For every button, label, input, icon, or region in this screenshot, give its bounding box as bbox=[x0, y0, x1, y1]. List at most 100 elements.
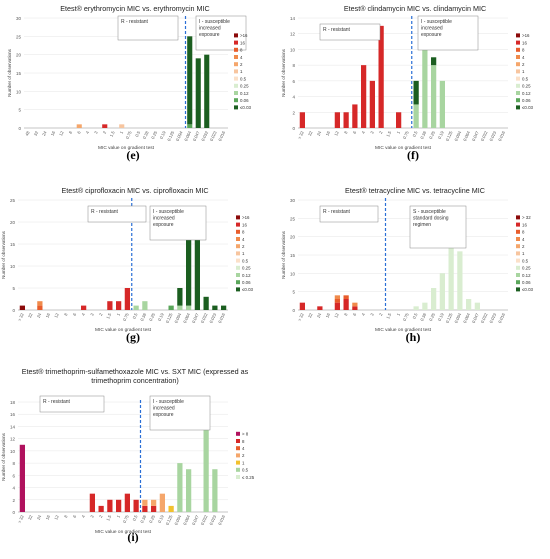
bar-segment bbox=[334, 302, 340, 310]
chart-panel-g: Etest® ciprofloxacin MIC vs. ciprofloxac… bbox=[0, 182, 270, 365]
legend-swatch bbox=[516, 69, 520, 74]
legend-label: 2 bbox=[522, 244, 525, 249]
x-axis-label: MIC value on gradient test bbox=[95, 327, 152, 333]
bar-segment bbox=[195, 58, 201, 129]
x-tick-label: 6 bbox=[72, 514, 78, 519]
legend-swatch bbox=[516, 258, 520, 263]
x-tick-label: 0.094 bbox=[175, 130, 184, 142]
bar-segment bbox=[133, 499, 139, 512]
bar-segment bbox=[413, 104, 419, 128]
x-tick-label: 0.016 bbox=[217, 130, 226, 142]
x-tick-label: 0.094 bbox=[453, 130, 462, 142]
bar-segment bbox=[177, 463, 183, 512]
legend-label: 0.5 bbox=[522, 258, 529, 263]
legend-swatch bbox=[516, 287, 520, 292]
bar-segment bbox=[186, 305, 192, 310]
legend-swatch bbox=[516, 237, 520, 241]
chart-f: Etest® clindamycin MIC vs. clindamycin M… bbox=[281, 4, 534, 151]
y-tick-label: 16 bbox=[10, 412, 16, 417]
legend-label: ≤0.03 bbox=[522, 287, 534, 292]
x-tick-label: 0.023 bbox=[488, 312, 497, 324]
annotation-resistant-box bbox=[319, 205, 379, 223]
x-tick-label: 0.38 bbox=[142, 130, 150, 140]
legend-label: 1 bbox=[240, 69, 243, 74]
annotation-susceptible: S - susceptible bbox=[413, 209, 446, 215]
y-tick-label: 10 bbox=[10, 264, 16, 269]
x-tick-label: > 32 bbox=[17, 312, 25, 322]
x-tick-label: 0.25 bbox=[428, 312, 436, 322]
y-tick-label: 0 bbox=[12, 510, 15, 515]
x-tick-label: 0.047 bbox=[191, 514, 200, 526]
x-tick-label: 0.75 bbox=[402, 312, 410, 322]
annotation-resistant-box bbox=[87, 205, 147, 223]
legend-label: 4 bbox=[522, 237, 525, 242]
legend-label: 0.25 bbox=[522, 84, 531, 89]
bar-segment bbox=[107, 499, 113, 512]
x-tick-label: 0.064 bbox=[462, 312, 471, 324]
bar-segment bbox=[361, 65, 367, 128]
x-tick-label: 32 bbox=[27, 312, 34, 319]
legend-label: 2 bbox=[242, 453, 245, 458]
legend-label: 4 bbox=[242, 446, 245, 451]
annotation-resistant-box bbox=[39, 395, 105, 413]
legend-label: 16 bbox=[522, 222, 527, 227]
chart-panel-i: Etest® trimethoprim-sulfamethoxazole MIC… bbox=[0, 364, 270, 559]
x-tick-label: 0.5 bbox=[132, 514, 139, 522]
x-tick-label: 0.125 bbox=[165, 312, 174, 324]
y-tick-label: 4 bbox=[12, 486, 15, 491]
x-tick-label: 1.5 bbox=[109, 130, 116, 138]
chart-panel-f: Etest® clindamycin MIC vs. clindamycin M… bbox=[280, 0, 550, 183]
legend-label: 8 bbox=[242, 439, 245, 444]
x-tick-label: 16 bbox=[45, 514, 52, 521]
legend-swatch bbox=[516, 76, 520, 81]
y-tick-label: 12 bbox=[10, 437, 16, 442]
x-tick-label: 6 bbox=[352, 312, 358, 317]
annotation-susceptible: increased bbox=[199, 26, 221, 32]
x-tick-label: 8 bbox=[343, 130, 349, 135]
bar-segment bbox=[396, 112, 402, 128]
x-tick-label: 1 bbox=[396, 130, 402, 135]
legend-label: 0.06 bbox=[240, 98, 249, 103]
x-tick-label: 32 bbox=[33, 130, 40, 137]
y-tick-label: 15 bbox=[16, 71, 22, 76]
y-tick-label: 8 bbox=[292, 63, 295, 68]
x-tick-label: 4 bbox=[361, 130, 367, 135]
legend-swatch bbox=[234, 91, 238, 95]
x-tick-label: 0.064 bbox=[183, 130, 192, 142]
legend-swatch bbox=[234, 69, 238, 74]
legend-swatch bbox=[236, 244, 240, 249]
chart-i: Etest® trimethoprim-sulfamethoxazole MIC… bbox=[1, 367, 255, 535]
bar-segment bbox=[89, 493, 95, 512]
bar-segment bbox=[19, 305, 25, 310]
x-axis-label: MIC value on gradient test bbox=[95, 529, 152, 535]
x-tick-label: 4 bbox=[81, 312, 87, 317]
bar-segment bbox=[177, 305, 183, 310]
x-tick-label: 3 bbox=[93, 130, 99, 135]
x-tick-label: 0.38 bbox=[139, 312, 147, 322]
x-tick-label: 0.19 bbox=[157, 514, 165, 524]
bar-segment bbox=[439, 80, 445, 128]
x-tick-label: 0.023 bbox=[208, 514, 217, 526]
x-tick-label: 0.25 bbox=[150, 130, 158, 140]
x-tick-label: 6 bbox=[72, 312, 78, 317]
legend-label: ≤0.03 bbox=[242, 287, 254, 292]
x-tick-label: 0.75 bbox=[402, 130, 410, 140]
legend-label: 1 bbox=[242, 251, 245, 256]
x-axis-label: MIC value on gradient test bbox=[375, 327, 432, 333]
x-tick-label: 0.032 bbox=[480, 312, 489, 324]
x-tick-label: 16 bbox=[45, 312, 52, 319]
legend-swatch bbox=[236, 222, 240, 227]
x-tick-label: 0.5 bbox=[132, 312, 139, 320]
bar-segment bbox=[37, 305, 43, 310]
legend-swatch bbox=[234, 76, 238, 81]
y-tick-label: 2 bbox=[292, 110, 295, 115]
x-tick-label: 2 bbox=[98, 514, 104, 519]
x-tick-label: 0.047 bbox=[192, 130, 201, 142]
legend-label: 2 bbox=[240, 62, 243, 67]
bar-segment bbox=[334, 299, 340, 303]
x-tick-label: 3 bbox=[369, 130, 375, 135]
bar-segment bbox=[431, 65, 437, 128]
bar-segment bbox=[422, 302, 428, 310]
y-tick-label: 12 bbox=[290, 32, 296, 37]
annotation-susceptible: increased bbox=[421, 26, 443, 32]
